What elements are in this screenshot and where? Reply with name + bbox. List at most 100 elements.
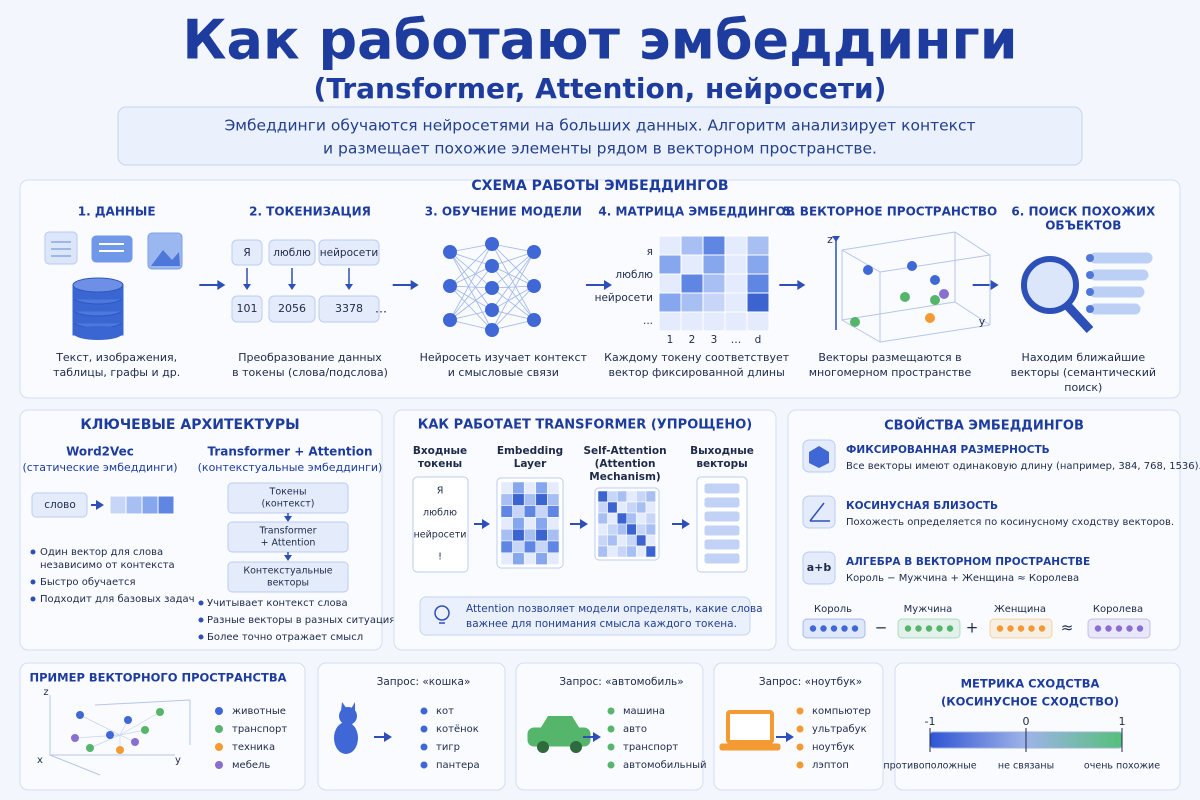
icon [726,710,774,744]
line [841,319,881,343]
step-caption: Преобразование данных [238,351,382,364]
attention-cell [645,490,656,503]
embedding-cell [512,528,525,542]
dot [420,725,428,733]
point [124,716,132,724]
box [318,295,380,323]
dot [925,625,933,632]
dot [1086,271,1094,279]
line [449,265,493,287]
arrow-head [580,519,588,529]
point [131,738,139,746]
embedding-cell [512,517,525,530]
query-title: Запрос: «автомобиль» [559,676,683,688]
embedding-cell [512,481,525,495]
tick-label: 1 [1119,715,1126,728]
column-title: Входные [413,445,467,457]
section-title: СХЕМА РАБОТЫ ЭМБЕДДИНГОВ [471,178,728,194]
attention-cell [645,534,656,547]
dot [830,625,838,632]
bullet-text: независимо от контекста [40,560,175,571]
line [449,319,493,331]
line [954,231,991,256]
dot [796,725,804,733]
icon-box [802,551,836,585]
dot [936,625,943,632]
line [491,251,535,331]
attention-cell [636,523,647,536]
dot [1086,254,1094,262]
line [491,251,535,267]
icon-box [802,495,836,529]
attention-cell [636,512,647,525]
matrix-cell [746,254,770,275]
dot [851,625,859,632]
neuron [485,259,499,273]
output-vector [704,539,740,550]
label: (контекстуальные эмбеддинги) [198,461,383,474]
token-id: 3378 [335,302,363,315]
embedding-cell [523,552,537,565]
point [930,275,940,285]
bullet-text: Быстро обучается [40,577,135,588]
box [318,239,380,266]
section-title: КЛЮЧЕВЫЕ АРХИТЕКТУРЫ [80,417,299,433]
neuron [485,237,499,251]
matrix-row: люблю [615,269,653,281]
line [449,243,493,253]
embedding-cell [512,552,525,565]
eq-word: Мужчина [904,604,953,615]
arrow-head [482,519,490,529]
section-title: МЕТРИКА СХОДСТВА [961,677,1100,691]
neuron [485,323,499,337]
arrow-head [682,519,690,529]
result-bar [1089,303,1141,315]
query-title: Запрос: «ноутбук» [759,676,862,688]
embedding-cell [535,528,548,542]
token: нейросети [320,247,378,259]
neuron [443,313,457,327]
point [71,734,79,742]
line [449,251,493,289]
embedding-cell [500,528,513,542]
arrow-head [786,732,794,742]
attention-cell [616,490,628,503]
token-id: 101 [237,302,258,315]
axis-label: y [175,755,181,766]
matrix-cell [724,311,748,332]
matrix-cell [658,292,682,313]
line [809,502,825,522]
line [841,249,881,273]
bullet [198,617,204,623]
line [119,711,161,736]
embedding-cell [512,505,525,518]
vector-cell [125,495,143,515]
tick-caption: не связаны [998,761,1054,772]
arrow-head [284,516,292,522]
neuron [527,245,541,259]
legend-text: животные [232,706,286,717]
vector-cell [157,495,175,515]
result-text: кот [436,706,454,717]
note-text: Attention позволяет модели определять, к… [466,603,763,615]
line [449,309,493,321]
matrix-cell [724,235,748,256]
step-caption: Нейросеть изучает контекст [420,351,588,364]
step-caption: и смысловые связи [448,366,559,379]
embedding-cell [535,552,548,565]
point [86,744,94,752]
line [491,309,535,321]
neuron [527,313,541,327]
line [449,287,493,321]
attention-cell [626,501,637,514]
line [879,254,991,273]
eq-op: ≈ [1061,619,1074,637]
token: люблю [423,508,457,519]
axis-label: x [37,755,43,766]
dot [1115,625,1123,632]
dot [1105,625,1112,632]
step-title: 1. ДАННЫЕ [78,205,156,219]
step-title: 6. ПОИСК ПОХОЖИХ [1011,205,1156,219]
point [76,711,84,719]
attention-cell [616,512,628,525]
